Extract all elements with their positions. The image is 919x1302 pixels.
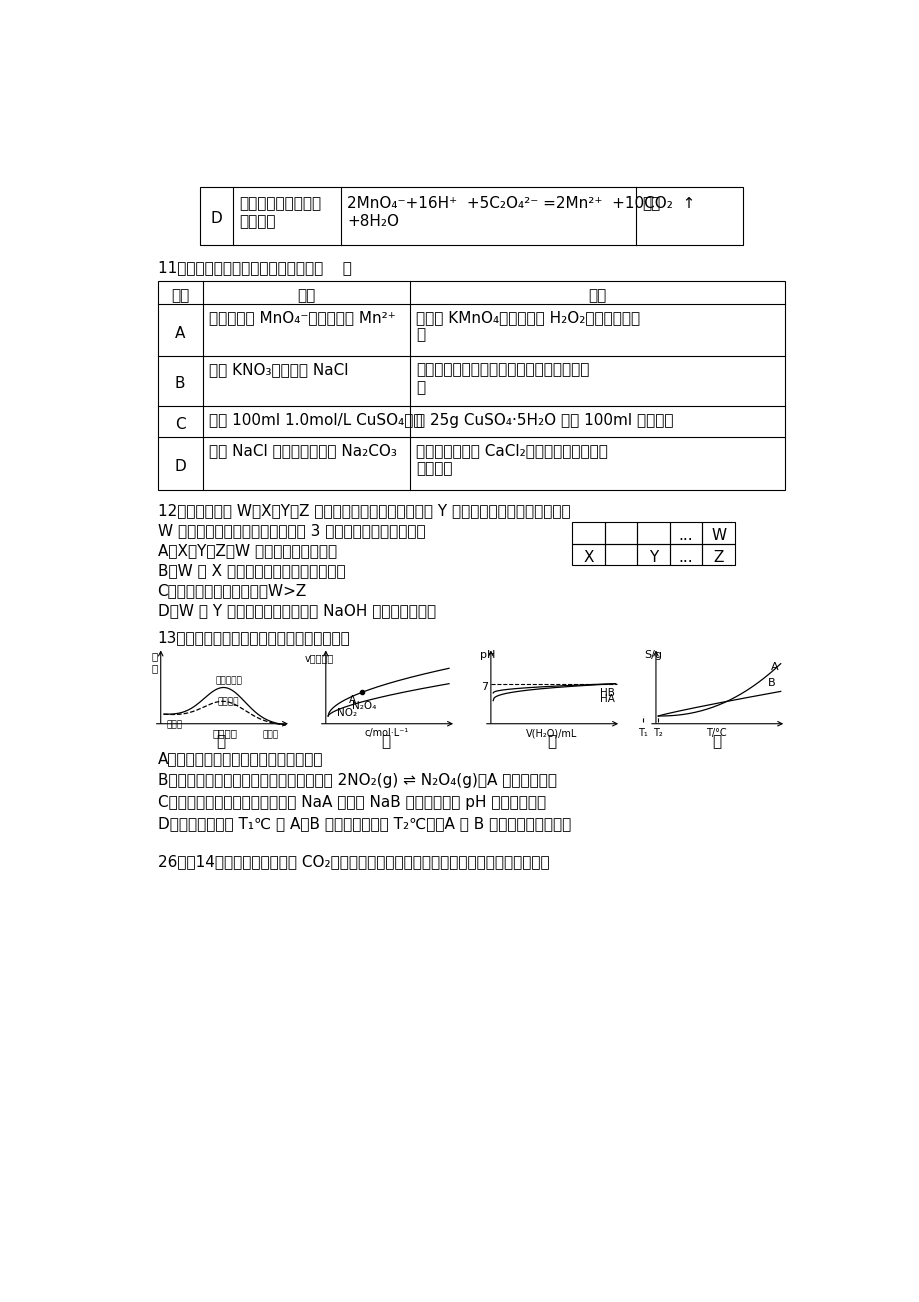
Text: pH: pH (480, 650, 495, 660)
Bar (604, 543, 637, 565)
Text: 配制 100ml 1.0mol/L CuSO₄溶液: 配制 100ml 1.0mol/L CuSO₄溶液 (209, 413, 422, 427)
Text: Y: Y (648, 549, 657, 565)
Text: C．气态氢化物的稳定性：W>Z: C．气态氢化物的稳定性：W>Z (157, 583, 307, 599)
Text: 丙: 丙 (546, 734, 555, 750)
Text: A．X、Y、Z、W 的原子半径依次减小: A．X、Y、Z、W 的原子半径依次减小 (157, 543, 336, 559)
Text: V(H₂O)/mL: V(H₂O)/mL (525, 728, 576, 738)
Text: 12．短周期元素 W、X、Y、Z 在周期表中的位置如图，其中 Y 所处的周期数与族序数相等。: 12．短周期元素 W、X、Y、Z 在周期表中的位置如图，其中 Y 所处的周期数与… (157, 504, 570, 518)
Text: 取少量溶液滴加 CaCl₂溶液，观察是否出现
白色浑浊: 取少量溶液滴加 CaCl₂溶液，观察是否出现 白色浑浊 (416, 444, 607, 475)
Text: W 最外层电子数是其内层电子数的 3 倍。下列说法不正确的是: W 最外层电子数是其内层电子数的 3 倍。下列说法不正确的是 (157, 523, 425, 539)
Bar (637, 522, 669, 543)
Text: 无催化反应: 无催化反应 (215, 676, 242, 685)
Bar (702, 543, 734, 565)
Text: HA: HA (599, 694, 615, 704)
Text: T₂: T₂ (652, 728, 663, 737)
Text: 甲: 甲 (216, 734, 225, 750)
Text: D．由丁可知：将 T₁℃ 的 A、B 饱和溶液升温至 T₂℃时，A 与 B 溶液的质量分数相等: D．由丁可知：将 T₁℃ 的 A、B 饱和溶液升温至 T₂℃时，A 与 B 溶液… (157, 816, 571, 831)
Text: T/°C: T/°C (705, 728, 726, 738)
Text: D: D (174, 458, 186, 474)
Text: 将 25g CuSO₄·5H₂O 溶于 100ml 蒸馏水中: 将 25g CuSO₄·5H₂O 溶于 100ml 蒸馏水中 (416, 413, 674, 427)
Text: 操作: 操作 (588, 288, 607, 303)
Text: B: B (766, 677, 775, 687)
Text: 26．（14分）人类活动产生的 CO₂长期积累，威胁到生态环境，其减排问题受到全世界关: 26．（14分）人类活动产生的 CO₂长期积累，威胁到生态环境，其减排问题受到全… (157, 854, 549, 870)
Text: X: X (583, 549, 593, 565)
Text: 11．下列操作不能达到实验目的的是（    ）: 11．下列操作不能达到实验目的的是（ ） (157, 260, 351, 275)
Bar (572, 522, 604, 543)
Text: 除去 KNO₃中少量的 NaCl: 除去 KNO₃中少量的 NaCl (209, 362, 348, 378)
Text: C: C (175, 417, 186, 432)
Text: 丁: 丁 (711, 734, 720, 750)
Text: W: W (710, 529, 725, 543)
Bar (702, 522, 734, 543)
Text: 将混合物制成热的饱和溶液，冷却结晶，过
滤: 将混合物制成热的饱和溶液，冷却结晶，过 滤 (416, 362, 589, 395)
Text: 7: 7 (481, 682, 488, 691)
Bar (669, 522, 702, 543)
Text: S/g: S/g (643, 650, 661, 660)
Text: 在溶液中将 MnO₄⁻完全转化成 Mn²⁺: 在溶液中将 MnO₄⁻完全转化成 Mn²⁺ (209, 310, 395, 326)
Bar (637, 543, 669, 565)
Text: 2MnO₄⁻+16H⁺  +5C₂O₄²⁻ =2Mn²⁺  +10CO₂  ↑
+8H₂O: 2MnO₄⁻+16H⁺ +5C₂O₄²⁻ =2Mn²⁺ +10CO₂ ↑ +8H… (347, 197, 695, 229)
Text: A: A (770, 663, 777, 672)
Text: v（消耗）: v（消耗） (304, 652, 334, 663)
Text: ...: ... (678, 549, 693, 565)
Text: 选项: 选项 (171, 288, 189, 303)
Text: 催化反应: 催化反应 (218, 698, 239, 707)
Text: 能
量: 能 量 (152, 651, 157, 673)
Text: B．由乙可知：对于恒温恒容条件下的反应 2NO₂(g) ⇌ N₂O₄(g)，A 点为平衡状态: B．由乙可知：对于恒温恒容条件下的反应 2NO₂(g) ⇌ N₂O₄(g)，A … (157, 773, 556, 788)
Text: 反应物: 反应物 (166, 720, 182, 729)
Text: 正确: 正确 (641, 197, 660, 211)
Text: Z: Z (713, 549, 723, 565)
Text: NO₂: NO₂ (336, 708, 357, 719)
Text: HB: HB (599, 689, 615, 698)
Text: 生成物: 生成物 (262, 730, 278, 740)
Text: ...: ... (678, 529, 693, 543)
Text: D: D (210, 211, 222, 227)
Text: D．W 与 Y 形成的化合物可分别与 NaOH 溶液和盐酸反应: D．W 与 Y 形成的化合物可分别与 NaOH 溶液和盐酸反应 (157, 604, 436, 618)
Text: 目的: 目的 (297, 288, 315, 303)
Text: 确定 NaCl 溶液中是否混有 Na₂CO₃: 确定 NaCl 溶液中是否混有 Na₂CO₃ (209, 444, 396, 458)
Text: 乙: 乙 (381, 734, 391, 750)
Text: 向酸性 KMnO₄溶液中滴加 H₂O₂溶液至紫色消
失: 向酸性 KMnO₄溶液中滴加 H₂O₂溶液至紫色消 失 (416, 310, 640, 342)
Text: 酸性高锰酸钾溶液与
草酸反应: 酸性高锰酸钾溶液与 草酸反应 (239, 197, 321, 229)
Text: A: A (175, 326, 185, 341)
Text: C．由丙可知：同温度、同浓度的 NaA 溶液与 NaB 溶液相比，其 pH 前者小于后者: C．由丙可知：同温度、同浓度的 NaA 溶液与 NaB 溶液相比，其 pH 前者… (157, 794, 545, 810)
Bar (572, 543, 604, 565)
Text: A: A (348, 695, 356, 704)
Text: B: B (175, 376, 185, 392)
Text: B．W 与 X 形成的化合物中只含有离子键: B．W 与 X 形成的化合物中只含有离子键 (157, 564, 345, 578)
Bar (157, 281, 785, 490)
Bar (669, 543, 702, 565)
Text: T₁: T₁ (637, 728, 647, 737)
Text: 13．下列关于各图像的解释或结论不正确的是: 13．下列关于各图像的解释或结论不正确的是 (157, 630, 350, 644)
Text: c/mol·L⁻¹: c/mol·L⁻¹ (364, 728, 408, 738)
Bar (604, 522, 637, 543)
Text: 反应过程: 反应过程 (212, 728, 237, 738)
Text: A．由甲可知：使用催化剂不影响反应热: A．由甲可知：使用催化剂不影响反应热 (157, 751, 323, 767)
Text: N₂O₄: N₂O₄ (352, 700, 376, 711)
Bar (200, 187, 742, 245)
